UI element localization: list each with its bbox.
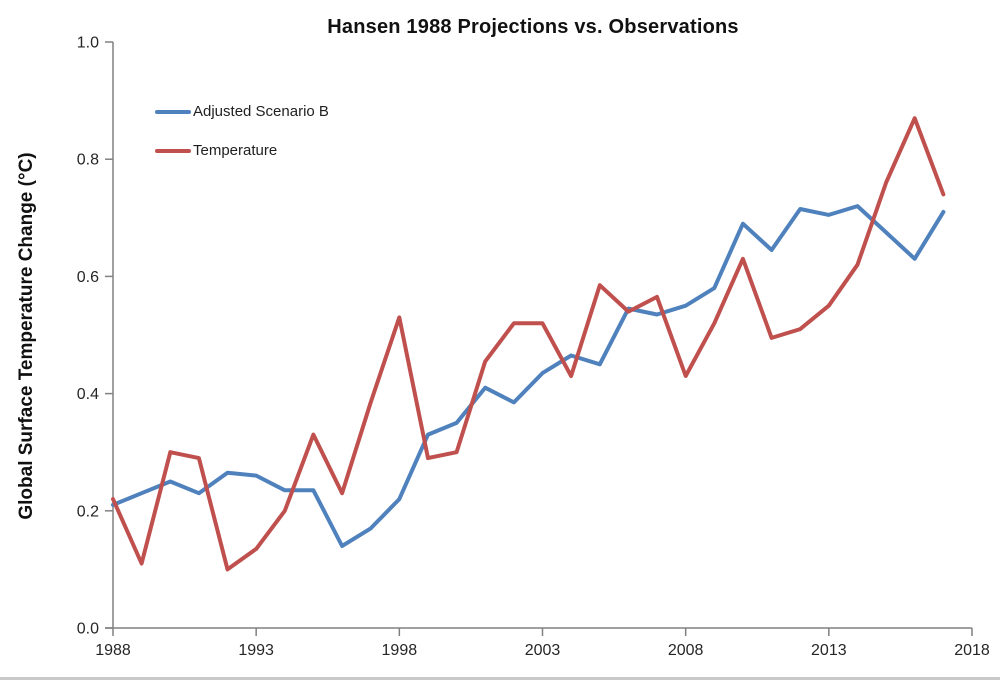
legend-swatch-blue-line xyxy=(155,109,191,114)
legend: Adjusted Scenario B Temperature xyxy=(155,103,329,181)
y-tick-label: 0.2 xyxy=(77,503,99,520)
series-line-temperature xyxy=(111,116,946,572)
y-tick-label: 0.6 xyxy=(77,269,99,286)
y-tick-label: 0.4 xyxy=(77,386,99,403)
chart-title: Hansen 1988 Projections vs. Observations xyxy=(327,16,739,38)
y-axis-title: Global Surface Temperature Change (°C) xyxy=(16,152,37,520)
legend-item-temperature: Temperature xyxy=(155,142,329,159)
x-tick-label: 2003 xyxy=(525,642,561,659)
y-tick-label: 0.0 xyxy=(77,621,99,638)
x-tick-label: 1993 xyxy=(238,642,274,659)
legend-label: Adjusted Scenario B xyxy=(193,103,329,120)
y-tick-label: 1.0 xyxy=(77,35,99,52)
series-line-adjusted-scenario-b xyxy=(111,204,946,548)
x-tick-label: 2008 xyxy=(668,642,704,659)
axis-ticks: 0.0 0.2 0.4 0.6 0.8 1.0 1988 1993 1998 2003 2008 20… xyxy=(77,35,990,660)
screenshot-bottom-border xyxy=(0,677,1000,680)
legend-item-adjusted-scenario-b: Adjusted Scenario B xyxy=(155,103,329,120)
x-tick-label: 1998 xyxy=(382,642,418,659)
legend-label: Temperature xyxy=(193,142,278,159)
y-tick-label: 0.8 xyxy=(77,152,99,169)
x-tick-label: 1988 xyxy=(95,642,131,659)
legend-swatch-red-line xyxy=(155,148,191,153)
x-tick-label: 2013 xyxy=(811,642,847,659)
x-tick-label: 2018 xyxy=(954,642,990,659)
